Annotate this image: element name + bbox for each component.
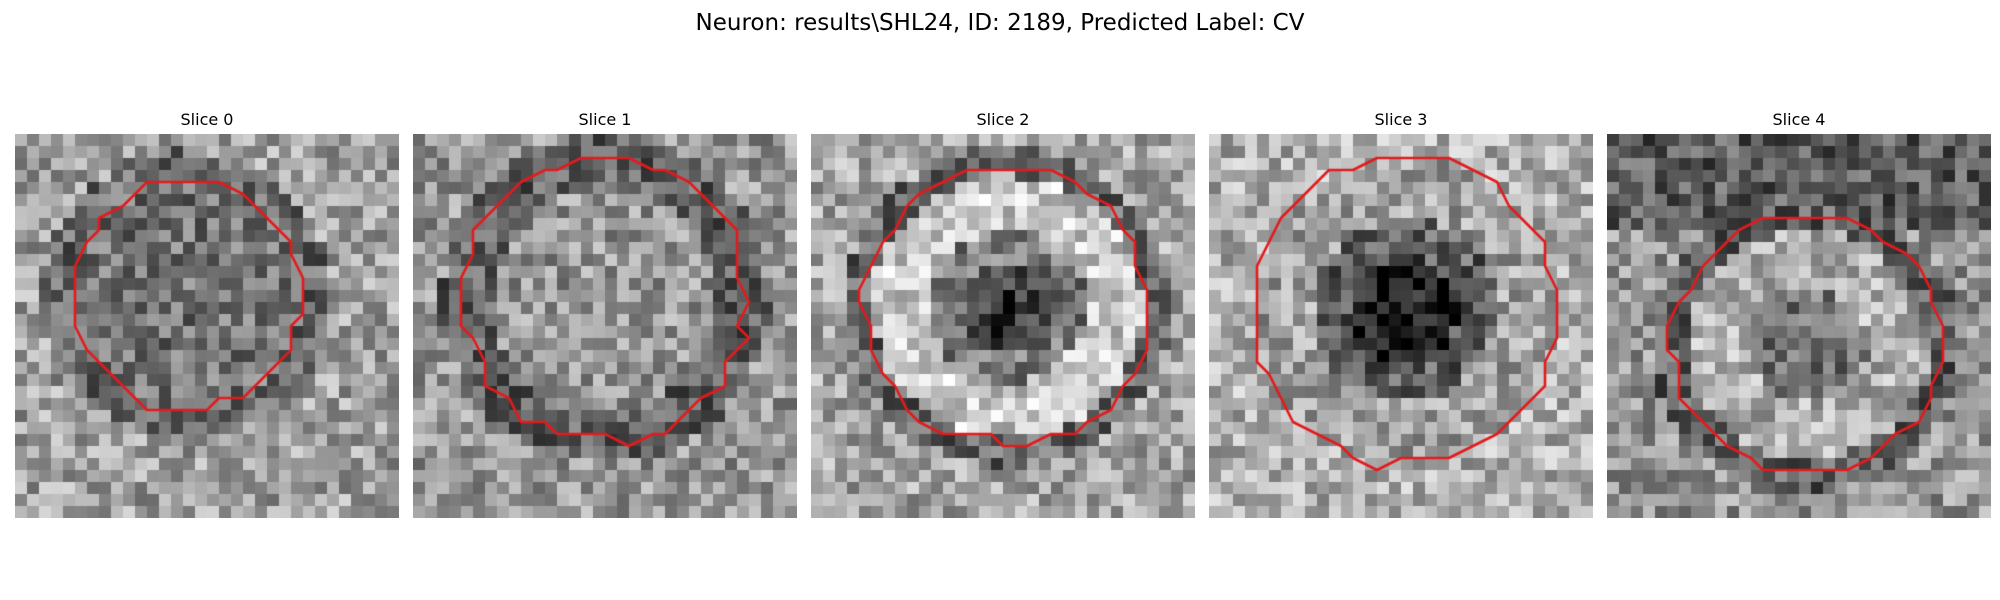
slice-panel-0: Slice 0 xyxy=(15,104,399,518)
slice-panel-1: Slice 1 xyxy=(413,104,797,518)
slice-panel-4: Slice 4 xyxy=(1607,104,1991,518)
slice-title: Slice 2 xyxy=(976,110,1030,129)
figure-title: Neuron: results\SHL24, ID: 2189, Predict… xyxy=(695,10,1305,36)
slice-image xyxy=(15,134,399,518)
slice-title: Slice 0 xyxy=(180,110,234,129)
slice-panel-2: Slice 2 xyxy=(811,104,1195,518)
slice-title: Slice 3 xyxy=(1374,110,1428,129)
slice-image xyxy=(811,134,1195,518)
slice-image xyxy=(1209,134,1593,518)
slice-title: Slice 1 xyxy=(578,110,632,129)
slice-image xyxy=(413,134,797,518)
slice-title: Slice 4 xyxy=(1772,110,1826,129)
slice-panel-3: Slice 3 xyxy=(1209,104,1593,518)
slice-image xyxy=(1607,134,1991,518)
